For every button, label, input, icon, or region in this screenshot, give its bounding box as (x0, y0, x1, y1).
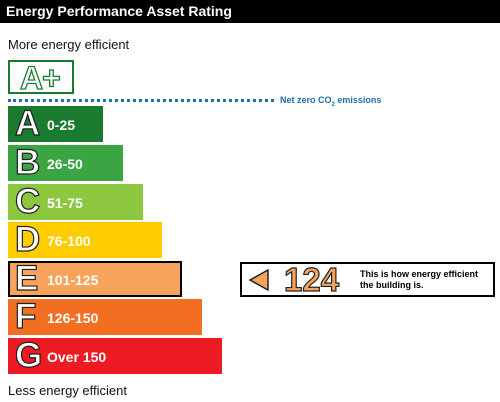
band-g-range: Over 150 (47, 349, 107, 365)
band-b-letter: B (14, 143, 41, 182)
band-f-range: 126-150 (47, 310, 99, 326)
band-c-letter: C (14, 182, 41, 221)
band-g: G Over 150 (8, 336, 222, 375)
rating-caption-line1: This is how energy efficient (360, 269, 479, 279)
band-d: D 76-100 (8, 220, 162, 259)
rating-caption-line2: the building is. (360, 280, 424, 290)
band-a: A 0-25 (8, 104, 103, 143)
rating-indicator: 124 This is how energy efficient the bui… (240, 262, 495, 297)
band-f-letter: F (14, 297, 37, 336)
rating-value: 124 (283, 261, 340, 298)
rating-caption: This is how energy efficient the buildin… (360, 269, 492, 291)
band-b: B 26-50 (8, 143, 123, 182)
more-efficient-label: More energy efficient (8, 37, 130, 52)
band-f: F 126-150 (8, 297, 202, 336)
band-g-letter: G (14, 336, 43, 375)
net-zero-subscript: 2 (331, 101, 335, 108)
band-d-letter: D (14, 220, 41, 259)
header-title: Energy Performance Asset Rating (6, 3, 232, 19)
band-e-letter: E (14, 259, 39, 298)
rating-arrow-icon (248, 269, 269, 291)
band-b-range: 26-50 (47, 156, 83, 172)
band-a-range: 0-25 (47, 117, 76, 133)
net-zero-label: Net zero CO2 emissions (280, 95, 381, 108)
aplus-letter: A+ (19, 60, 61, 96)
net-zero-suffix: emissions (334, 95, 382, 105)
band-c-range: 51-75 (47, 195, 83, 211)
chart-header: Energy Performance Asset Rating (0, 0, 500, 23)
band-d-range: 76-100 (47, 233, 91, 249)
band-c: C 51-75 (8, 182, 143, 221)
band-e: E 101-125 (8, 259, 182, 298)
aplus-band: A+ (8, 60, 74, 96)
net-zero-dotted-line (8, 99, 274, 102)
net-zero-prefix: Net zero CO (280, 95, 332, 105)
band-a-letter: A (14, 104, 41, 143)
less-efficient-label: Less energy efficient (8, 383, 127, 398)
band-e-range: 101-125 (47, 272, 99, 288)
